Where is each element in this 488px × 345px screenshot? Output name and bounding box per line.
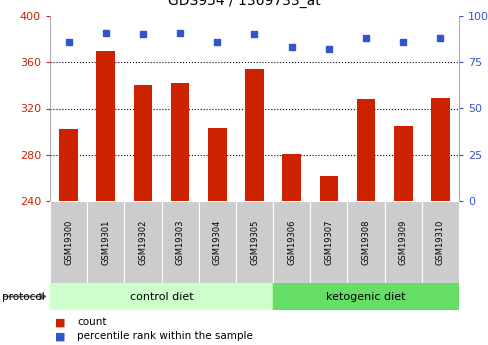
Text: ■: ■: [55, 317, 65, 327]
Text: ■: ■: [55, 331, 65, 341]
Text: control diet: control diet: [129, 292, 193, 302]
Bar: [124, 201, 161, 283]
Bar: [207, 128, 226, 201]
Bar: [170, 83, 189, 201]
Text: GSM19302: GSM19302: [138, 219, 147, 265]
Bar: [272, 283, 477, 310]
Bar: [244, 69, 263, 201]
Text: GDS954 / 1369733_at: GDS954 / 1369733_at: [168, 0, 320, 8]
Text: GSM19310: GSM19310: [435, 219, 444, 265]
Text: GSM19301: GSM19301: [101, 219, 110, 265]
Text: protocol: protocol: [2, 292, 45, 302]
Bar: [235, 201, 272, 283]
Text: GSM19303: GSM19303: [175, 219, 184, 265]
Bar: [272, 201, 310, 283]
Text: GSM19309: GSM19309: [398, 219, 407, 265]
Bar: [50, 201, 87, 283]
Bar: [87, 201, 124, 283]
Bar: [96, 51, 115, 201]
Bar: [356, 99, 375, 201]
Text: percentile rank within the sample: percentile rank within the sample: [77, 331, 252, 341]
Text: GSM19307: GSM19307: [324, 219, 333, 265]
Text: count: count: [77, 317, 106, 327]
Bar: [421, 201, 458, 283]
Bar: [430, 98, 449, 201]
Text: GSM19300: GSM19300: [64, 219, 73, 265]
Text: GSM19305: GSM19305: [249, 219, 259, 265]
Bar: [161, 201, 198, 283]
Text: GSM19304: GSM19304: [212, 219, 222, 265]
Bar: [384, 201, 421, 283]
Bar: [198, 201, 235, 283]
Text: ketogenic diet: ketogenic diet: [325, 292, 405, 302]
Bar: [50, 283, 272, 310]
Bar: [133, 85, 152, 201]
Text: GSM19306: GSM19306: [286, 219, 296, 265]
Bar: [59, 129, 78, 201]
Bar: [393, 126, 412, 201]
Bar: [347, 201, 384, 283]
Bar: [310, 201, 347, 283]
Text: GSM19308: GSM19308: [361, 219, 370, 265]
Bar: [319, 176, 338, 201]
Bar: [282, 154, 300, 201]
